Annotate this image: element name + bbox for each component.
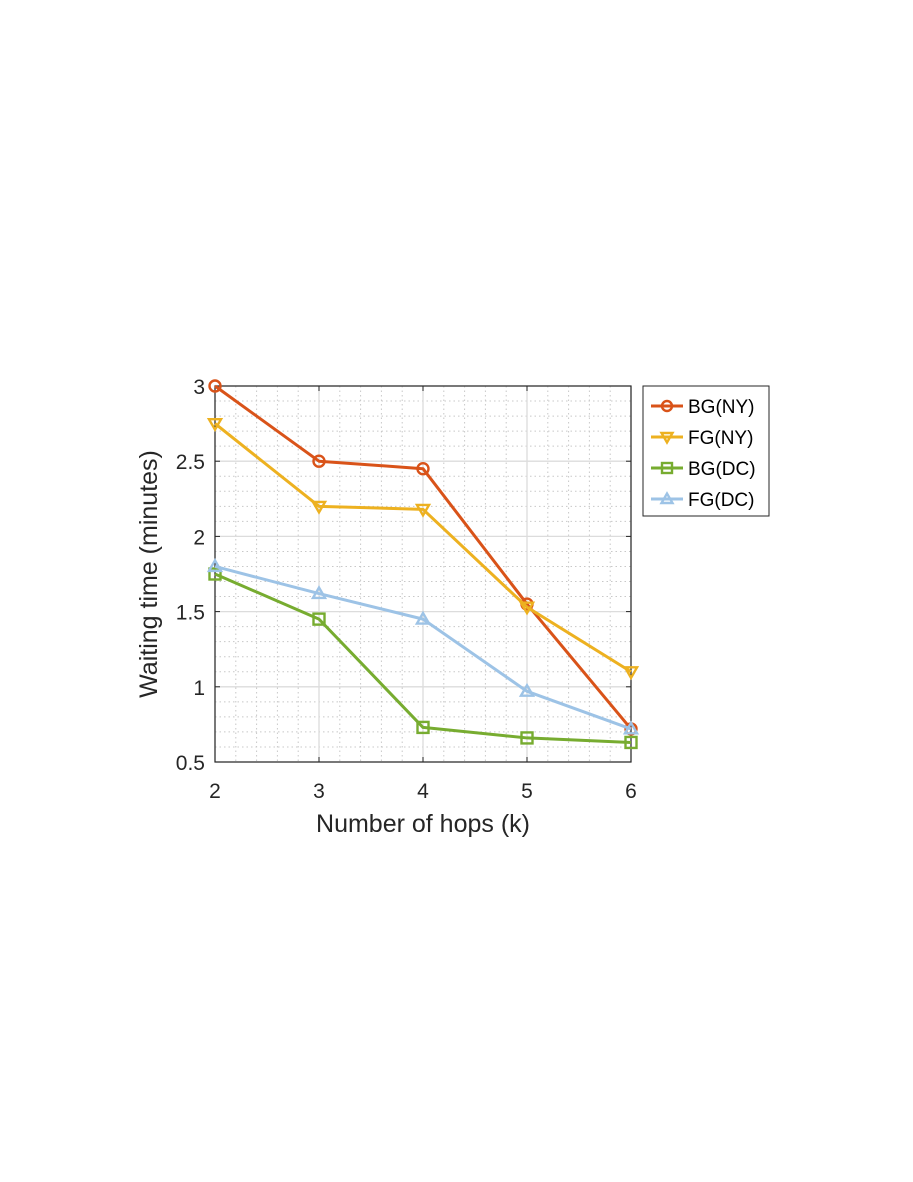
y-tick-label: 0.5 xyxy=(176,752,205,775)
marker-square xyxy=(520,731,534,745)
marker-circle xyxy=(208,379,222,393)
legend-box xyxy=(642,385,770,517)
marker-triangle-up xyxy=(310,585,328,600)
x-tick-label: 4 xyxy=(417,780,429,803)
legend-item: BG(DC) xyxy=(651,459,756,480)
y-tick-label: 2 xyxy=(193,526,205,549)
marker-triangle-up xyxy=(622,720,640,735)
marker-triangle-down xyxy=(518,601,536,616)
y-tick-label: 2.5 xyxy=(176,451,205,474)
marker-square xyxy=(208,567,222,581)
y-tick-label: 1 xyxy=(193,677,205,700)
legend-item: FG(NY) xyxy=(651,428,753,449)
legend-item: BG(NY) xyxy=(651,397,755,418)
legend-label: FG(NY) xyxy=(688,428,753,449)
marker-triangle-down xyxy=(622,666,640,681)
y-tick-label: 1.5 xyxy=(176,602,205,625)
marker-square xyxy=(416,720,430,735)
legend-label: BG(NY) xyxy=(688,397,755,418)
marker-triangle-up xyxy=(659,491,675,505)
marker-triangle-up xyxy=(414,610,432,625)
x-tick-label: 5 xyxy=(521,780,533,803)
marker-circle xyxy=(416,462,430,476)
marker-circle xyxy=(660,399,674,413)
marker-square xyxy=(660,461,674,475)
legend-label: FG(DC) xyxy=(688,490,754,511)
x-tick-label: 6 xyxy=(625,780,637,803)
x-tick-label: 2 xyxy=(209,780,221,803)
legend-label: BG(DC) xyxy=(688,459,756,480)
legend-item: FG(DC) xyxy=(651,490,754,511)
marker-circle xyxy=(312,454,326,468)
series-fg-dc- xyxy=(206,558,640,735)
marker-square xyxy=(624,735,638,750)
marker-triangle-down xyxy=(414,503,432,518)
marker-square xyxy=(312,612,326,626)
series-line xyxy=(214,565,632,731)
y-tick-label: 3 xyxy=(193,376,205,399)
marker-triangle-down xyxy=(206,418,224,433)
tick-labels: 2 3 4 5 6 0.5 1 1.5 2 2.5 3 xyxy=(176,376,637,803)
marker-triangle-down xyxy=(659,431,675,445)
legend: BG(NY) FG(NY) BG(DC) FG(DC) xyxy=(642,385,770,517)
series-line xyxy=(214,422,632,674)
marker-triangle-up xyxy=(206,558,224,573)
series-group xyxy=(206,379,640,750)
series-fg-ny- xyxy=(206,418,640,681)
axis-ticks xyxy=(214,385,632,763)
series-bg-dc- xyxy=(208,567,638,750)
x-axis-title: Number of hops (k) xyxy=(316,810,530,838)
y-axis-title: Waiting time (minutes) xyxy=(135,450,163,698)
series-line xyxy=(214,384,633,730)
marker-triangle-down xyxy=(310,500,328,515)
x-tick-label: 3 xyxy=(313,780,325,803)
marker-triangle-up xyxy=(518,682,536,697)
series-line xyxy=(214,572,632,744)
